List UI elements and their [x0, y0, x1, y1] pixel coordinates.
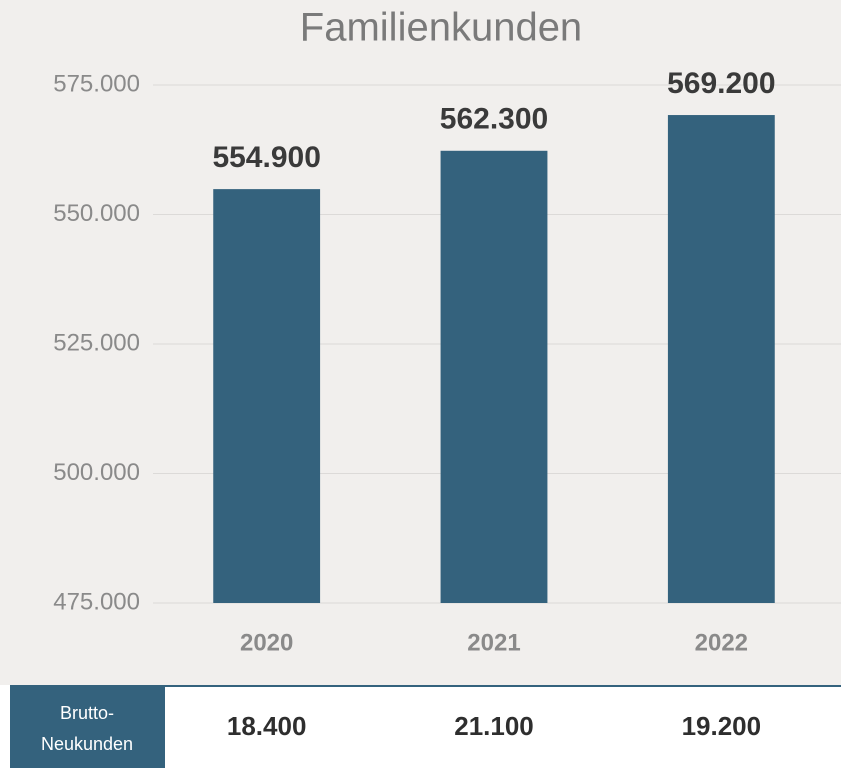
- x-tick-label: 2021: [467, 629, 520, 656]
- table-header-line: Brutto-: [60, 703, 114, 723]
- bar: [213, 189, 321, 604]
- table-cell: 21.100: [454, 711, 534, 741]
- data-label: 554.900: [212, 141, 320, 174]
- x-tick-label: 2022: [695, 629, 748, 656]
- table-cell: 18.400: [227, 711, 307, 741]
- bar: [667, 115, 775, 603]
- y-tick-label: 525.000: [53, 329, 140, 356]
- table-header-cell: [10, 685, 165, 768]
- bar: [440, 150, 548, 603]
- data-label: 569.200: [667, 67, 775, 100]
- table-header-line: Neukunden: [41, 734, 133, 754]
- y-tick-label: 575.000: [53, 70, 140, 97]
- y-tick-label: 550.000: [53, 200, 140, 227]
- data-label: 562.300: [440, 103, 548, 136]
- table-cell: 19.200: [682, 711, 762, 741]
- chart-title: Familienkunden: [300, 6, 582, 50]
- y-tick-label: 475.000: [53, 588, 140, 615]
- x-tick-label: 2020: [240, 629, 293, 656]
- y-tick-label: 500.000: [53, 459, 140, 486]
